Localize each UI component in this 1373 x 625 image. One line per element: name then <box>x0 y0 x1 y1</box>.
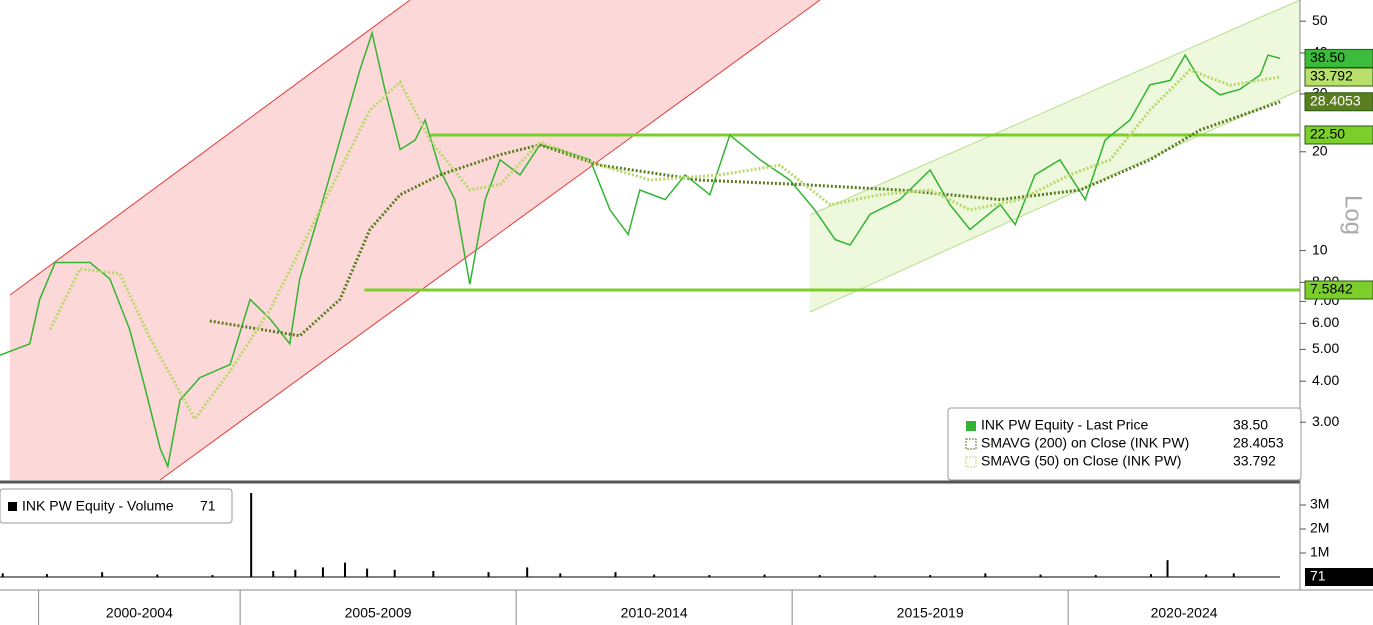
y-tick-label: 50 <box>1312 12 1328 28</box>
volume-tag <box>1305 567 1373 586</box>
green-channel-fill <box>810 0 1300 312</box>
period-label: 2010-2014 <box>621 605 688 621</box>
log-label: Log <box>1340 195 1367 235</box>
volume-bar <box>1205 574 1208 577</box>
volume-tick-label: 3M <box>1310 496 1329 512</box>
y-tick-label: 20 <box>1312 142 1328 158</box>
volume-bar <box>1232 573 1235 577</box>
red-channel-fill <box>10 0 820 480</box>
period-label: 2015-2019 <box>897 605 964 621</box>
volume-bar <box>526 567 529 577</box>
legend-label: SMAVG (50) on Close (INK PW) <box>981 453 1181 469</box>
volume-bar <box>708 575 711 577</box>
volume-tick-label: 2M <box>1310 520 1329 536</box>
volume-bar <box>984 573 987 577</box>
value-tag-label: 7.5842 <box>1310 281 1353 297</box>
volume-bar <box>211 575 214 577</box>
red-channel-upper <box>9 0 411 296</box>
green-channel-upper <box>809 0 1301 216</box>
legend-swatch <box>965 456 977 468</box>
legend-label: INK PW Equity - Last Price <box>981 417 1148 433</box>
value-tag <box>1304 48 1373 68</box>
price-line <box>0 30 1281 469</box>
volume-bar <box>272 571 275 577</box>
volume-bar <box>250 493 253 577</box>
legend-value: 38.50 <box>1233 417 1268 433</box>
y-tick-label: 6.00 <box>1312 314 1339 330</box>
volume-bar <box>929 575 932 577</box>
legend-swatch <box>965 438 977 450</box>
legend <box>947 407 1302 481</box>
legend-label: SMAVG (200) on Close (INK PW) <box>981 435 1189 451</box>
volume-legend-swatch <box>8 502 17 511</box>
period-label: 2020-2024 <box>1151 605 1218 621</box>
legend-value: 33.792 <box>1233 453 1276 469</box>
volume-bar <box>393 569 396 577</box>
value-tag <box>1304 92 1373 112</box>
y-tick-label: 5.00 <box>1312 340 1339 356</box>
value-tag <box>1304 125 1373 145</box>
value-tag-label: 38.50 <box>1310 49 1345 65</box>
volume-legend <box>0 488 233 524</box>
value-tag <box>1304 67 1373 87</box>
volume-legend-label: INK PW Equity - Volume <box>22 498 174 514</box>
volume-bar <box>45 574 48 577</box>
sma-line <box>209 100 1281 338</box>
volume-bar <box>321 567 324 577</box>
volume-legend-value: 71 <box>200 498 216 514</box>
volume-bar <box>1094 575 1097 577</box>
volume-bar <box>653 574 656 577</box>
legend-swatch <box>966 421 976 431</box>
volume-bar <box>1 573 4 577</box>
volume-bar <box>614 572 617 577</box>
value-tag-label: 22.50 <box>1310 126 1345 142</box>
value-tag <box>1304 280 1373 300</box>
volume-bar <box>487 572 490 577</box>
volume-tick-label: 1M <box>1310 544 1329 560</box>
volume-bar <box>101 572 104 577</box>
y-tick-label: 10 <box>1312 241 1328 257</box>
volume-tag-label: 71 <box>1310 568 1326 584</box>
volume-bar <box>1166 560 1169 577</box>
legend-value: 28.4053 <box>1233 435 1284 451</box>
volume-bar <box>559 573 562 577</box>
red-channel-lower <box>159 0 821 481</box>
y-tick-label: 3.00 <box>1312 413 1339 429</box>
volume-bar <box>156 574 159 577</box>
volume-bar <box>344 562 347 577</box>
volume-bar <box>1149 574 1152 577</box>
volume-bar <box>366 568 369 577</box>
volume-bar <box>294 569 297 577</box>
volume-bar <box>1039 574 1042 577</box>
value-tag-label: 33.792 <box>1310 68 1353 84</box>
value-tag-label: 28.4053 <box>1310 92 1361 108</box>
volume-bar <box>873 575 876 577</box>
volume-bar <box>763 574 766 577</box>
volume-bar <box>432 571 435 577</box>
period-label: 2000-2004 <box>106 605 173 621</box>
period-label: 2005-2009 <box>345 605 412 621</box>
sma-line <box>48 68 1281 422</box>
y-tick-label: 4.00 <box>1312 372 1339 388</box>
volume-bar <box>818 575 821 577</box>
green-channel-lower <box>809 89 1301 313</box>
